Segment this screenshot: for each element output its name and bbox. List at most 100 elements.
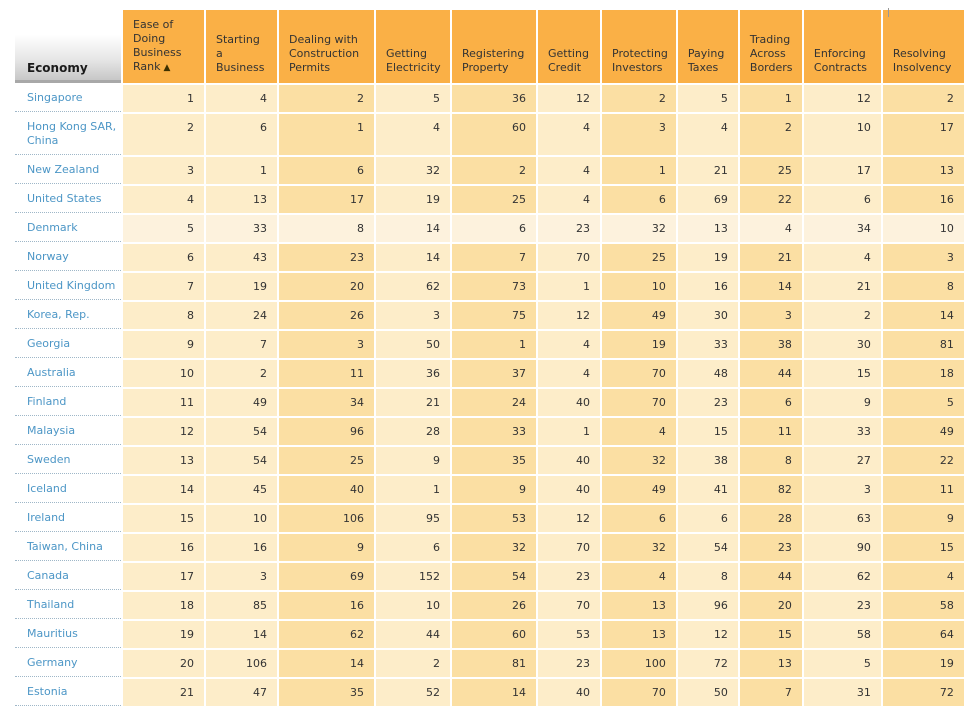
column-header-trading-across-borders[interactable]: Trading Across Borders <box>739 10 802 83</box>
table-row-united-states: United States 4 13 17 19 25 4 6 69 22 6 16 <box>15 186 964 213</box>
economy-link[interactable]: New Zealand <box>27 163 100 176</box>
column-header-starting-a-business[interactable]: Starting a Business <box>206 10 277 83</box>
rank-cell-starting-a-business: 3 <box>206 563 277 590</box>
rank-cell-enforcing-contracts: 33 <box>803 418 881 445</box>
economy-cell: Australia <box>15 360 121 387</box>
rank-cell-dealing-with-construction-permits: 106 <box>279 505 374 532</box>
rank-cell-ease-of-doing-business-rank: 9 <box>123 331 204 358</box>
column-header-getting-electricity[interactable]: Getting Electricity <box>376 10 450 83</box>
rank-cell-enforcing-contracts: 31 <box>803 679 881 706</box>
column-header-resolving-insolvency[interactable]: Resolving Insolvency <box>882 10 964 83</box>
rank-cell-enforcing-contracts: 62 <box>803 563 881 590</box>
rank-cell-paying-taxes: 72 <box>677 650 738 677</box>
rank-cell-registering-property: 75 <box>452 302 536 329</box>
rank-cell-getting-electricity: 2 <box>376 650 450 677</box>
economy-link[interactable]: Finland <box>27 395 67 408</box>
economy-link[interactable]: Australia <box>27 366 76 379</box>
economy-link[interactable]: Singapore <box>27 91 83 104</box>
rank-cell-dealing-with-construction-permits: 96 <box>279 418 374 445</box>
rank-cell-paying-taxes: 16 <box>677 273 738 300</box>
rank-cell-dealing-with-construction-permits: 11 <box>279 360 374 387</box>
rank-cell-resolving-insolvency: 16 <box>882 186 964 213</box>
rank-cell-registering-property: 14 <box>452 679 536 706</box>
column-header-ease-of-doing-business-rank[interactable]: Ease of Doing Business Rank ▲ <box>123 10 204 83</box>
table-row-hong-kong-sar-china: Hong Kong SAR, China 2 6 1 4 60 4 3 4 2 10 17 <box>15 114 964 155</box>
rank-cell-trading-across-borders: 11 <box>739 418 802 445</box>
economy-link[interactable]: Sweden <box>27 453 71 466</box>
rank-cell-dealing-with-construction-permits: 40 <box>279 476 374 503</box>
economy-link[interactable]: Taiwan, China <box>27 540 103 553</box>
rank-cell-getting-credit: 40 <box>538 447 600 474</box>
rank-cell-starting-a-business: 16 <box>206 534 277 561</box>
scrollbar-artifact <box>888 8 889 17</box>
table-row-australia: Australia 10 2 11 36 37 4 70 48 44 15 18 <box>15 360 964 387</box>
column-header-registering-property[interactable]: Registering Property <box>452 10 536 83</box>
rank-cell-enforcing-contracts: 6 <box>803 186 881 213</box>
rank-cell-resolving-insolvency: 22 <box>882 447 964 474</box>
column-header-dealing-with-construction-permits[interactable]: Dealing with Construction Permits <box>279 10 374 83</box>
rank-cell-dealing-with-construction-permits: 6 <box>279 157 374 184</box>
rank-cell-starting-a-business: 106 <box>206 650 277 677</box>
rank-cell-paying-taxes: 6 <box>677 505 738 532</box>
rank-cell-registering-property: 60 <box>452 621 536 648</box>
rank-cell-dealing-with-construction-permits: 34 <box>279 389 374 416</box>
economy-link[interactable]: Mauritius <box>27 627 78 640</box>
rank-cell-getting-electricity: 1 <box>376 476 450 503</box>
economy-link[interactable]: United States <box>27 192 102 205</box>
economy-link[interactable]: Norway <box>27 250 69 263</box>
economy-link[interactable]: United Kingdom <box>27 279 116 292</box>
rank-cell-ease-of-doing-business-rank: 17 <box>123 563 204 590</box>
economy-link[interactable]: Malaysia <box>27 424 76 437</box>
rank-cell-trading-across-borders: 7 <box>739 679 802 706</box>
economy-link[interactable]: Georgia <box>27 337 71 350</box>
column-header-paying-taxes[interactable]: Paying Taxes <box>677 10 738 83</box>
column-header-enforcing-contracts[interactable]: Enforcing Contracts <box>803 10 881 83</box>
rank-cell-resolving-insolvency: 10 <box>882 215 964 242</box>
rank-cell-getting-electricity: 10 <box>376 592 450 619</box>
economy-link[interactable]: Canada <box>27 569 69 582</box>
rank-cell-starting-a-business: 24 <box>206 302 277 329</box>
economy-cell: Sweden <box>15 447 121 474</box>
column-header-label: Resolving Insolvency <box>892 47 952 74</box>
column-header-label: Starting a Business <box>216 33 265 74</box>
rank-cell-paying-taxes: 41 <box>677 476 738 503</box>
rank-cell-protecting-investors: 4 <box>602 563 676 590</box>
rank-cell-getting-electricity: 21 <box>376 389 450 416</box>
economy-link[interactable]: Iceland <box>27 482 67 495</box>
economy-link[interactable]: Thailand <box>27 598 75 611</box>
rank-cell-protecting-investors: 49 <box>602 476 676 503</box>
column-header-getting-credit[interactable]: Getting Credit <box>538 10 600 83</box>
economy-link[interactable]: Denmark <box>27 221 78 234</box>
economy-link[interactable]: Estonia <box>27 685 68 698</box>
rank-cell-resolving-insolvency: 49 <box>882 418 964 445</box>
rank-cell-ease-of-doing-business-rank: 10 <box>123 360 204 387</box>
economy-link[interactable]: Ireland <box>27 511 66 524</box>
rank-cell-ease-of-doing-business-rank: 6 <box>123 244 204 271</box>
economy-column-header[interactable]: Economy <box>15 10 121 83</box>
economy-link[interactable]: Korea, Rep. <box>27 308 90 321</box>
rank-cell-registering-property: 60 <box>452 114 536 155</box>
rank-cell-enforcing-contracts: 10 <box>803 114 881 155</box>
rank-cell-dealing-with-construction-permits: 3 <box>279 331 374 358</box>
rank-cell-dealing-with-construction-permits: 20 <box>279 273 374 300</box>
rank-cell-protecting-investors: 4 <box>602 418 676 445</box>
economy-link[interactable]: Germany <box>27 656 78 669</box>
rank-cell-trading-across-borders: 20 <box>739 592 802 619</box>
rank-cell-paying-taxes: 50 <box>677 679 738 706</box>
column-header-protecting-investors[interactable]: Protecting Investors <box>602 10 676 83</box>
rank-cell-dealing-with-construction-permits: 62 <box>279 621 374 648</box>
rank-cell-enforcing-contracts: 17 <box>803 157 881 184</box>
rank-cell-dealing-with-construction-permits: 16 <box>279 592 374 619</box>
rank-cell-protecting-investors: 1 <box>602 157 676 184</box>
rank-cell-registering-property: 54 <box>452 563 536 590</box>
rank-cell-starting-a-business: 19 <box>206 273 277 300</box>
table-row-malaysia: Malaysia 12 54 96 28 33 1 4 15 11 33 49 <box>15 418 964 445</box>
economy-link[interactable]: Hong Kong SAR, China <box>27 120 117 147</box>
table-row-georgia: Georgia 9 7 3 50 1 4 19 33 38 30 81 <box>15 331 964 358</box>
rank-cell-getting-credit: 4 <box>538 186 600 213</box>
table-row-estonia: Estonia 21 47 35 52 14 40 70 50 7 31 72 <box>15 679 964 706</box>
rank-cell-dealing-with-construction-permits: 26 <box>279 302 374 329</box>
rank-cell-resolving-insolvency: 18 <box>882 360 964 387</box>
table-row-denmark: Denmark 5 33 8 14 6 23 32 13 4 34 10 <box>15 215 964 242</box>
rank-cell-registering-property: 24 <box>452 389 536 416</box>
